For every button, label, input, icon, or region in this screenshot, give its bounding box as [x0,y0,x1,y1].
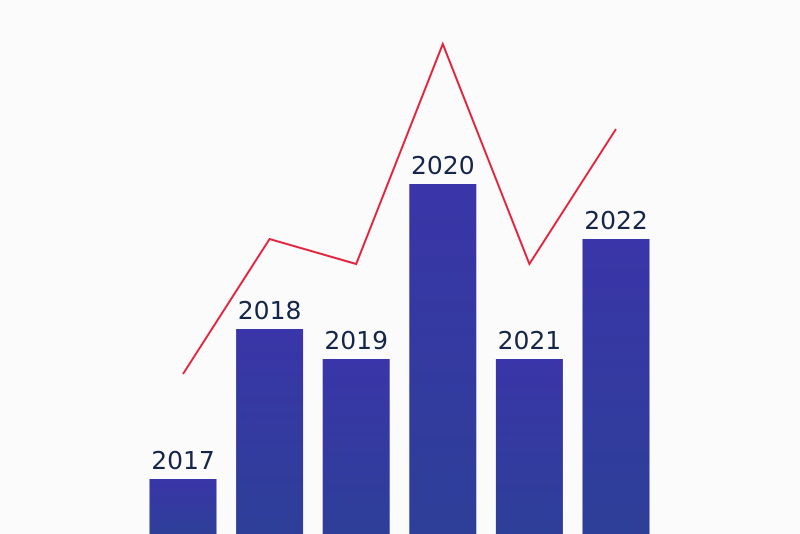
bar-label: 2020 [411,151,475,180]
bar [322,359,390,534]
bar-label: 2018 [238,296,302,325]
trend-line [182,41,617,375]
bar [236,329,304,534]
bar-label: 2021 [498,326,562,355]
bar [149,479,217,534]
bar [582,239,650,534]
bar-label: 2022 [584,206,648,235]
bar [409,184,477,534]
bar-label: 2017 [151,446,215,475]
bar-label: 2019 [324,326,388,355]
bar [495,359,563,534]
